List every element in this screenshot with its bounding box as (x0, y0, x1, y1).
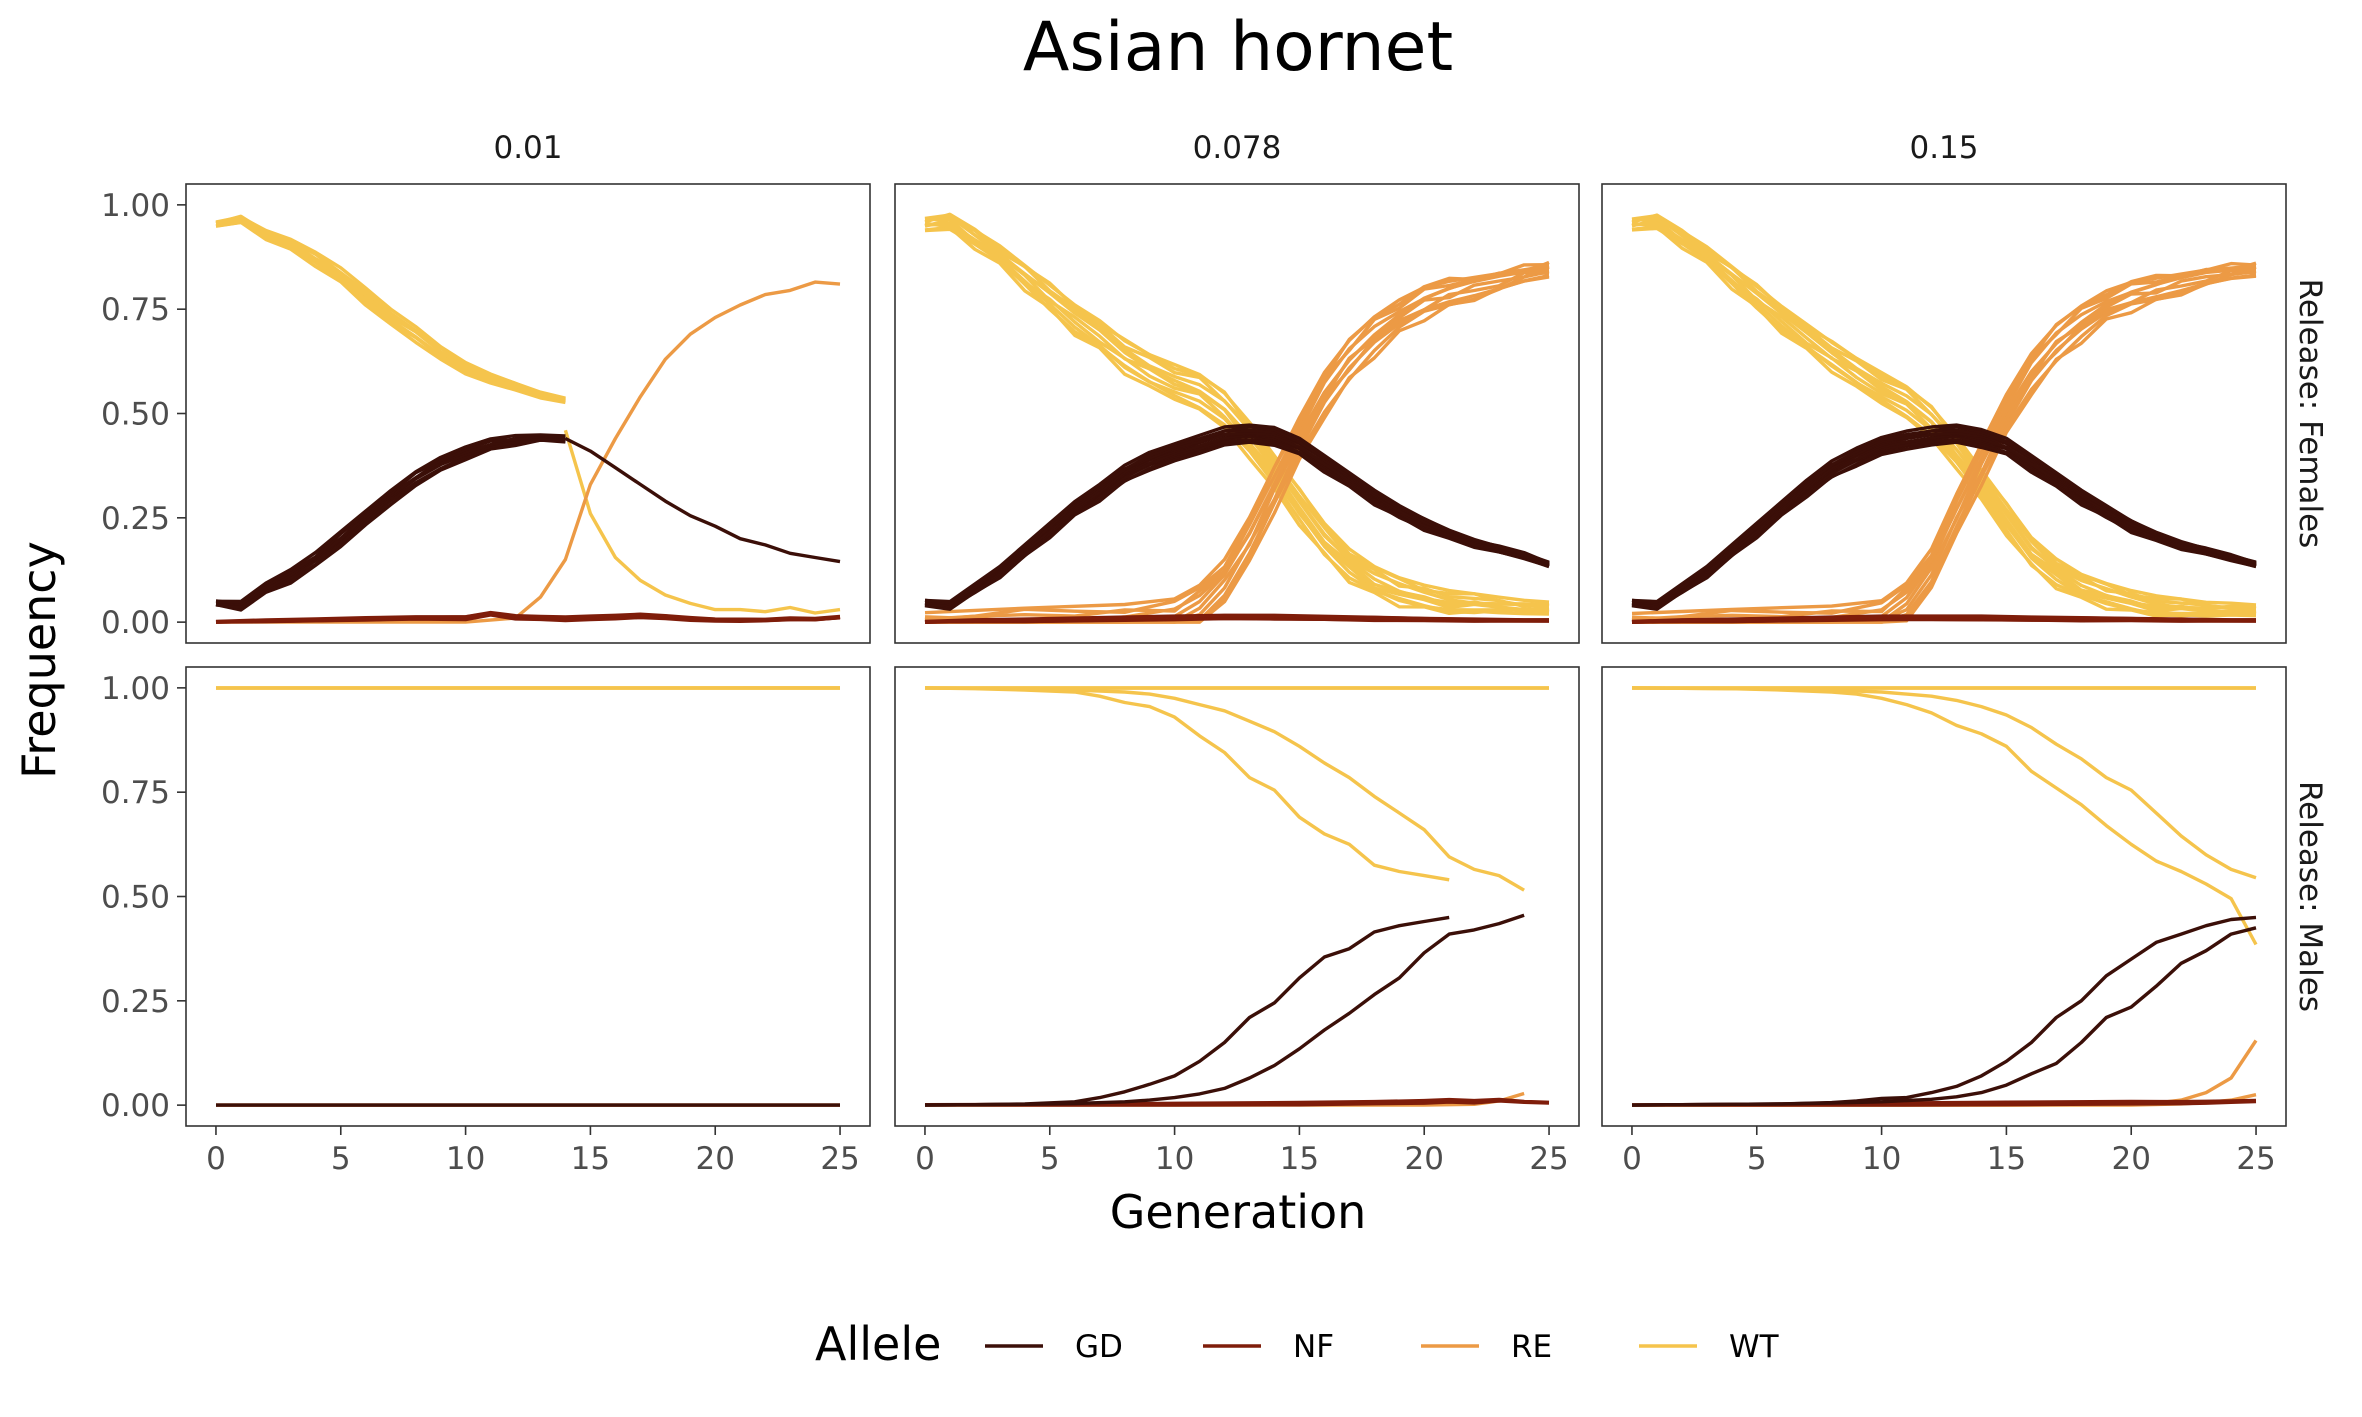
x-tick-label: 15 (1987, 1141, 2026, 1177)
x-tick-label: 0 (915, 1141, 935, 1177)
series-line-gd (215, 433, 566, 604)
series-line-re (925, 271, 1550, 624)
y-tick-label: 0.75 (101, 292, 170, 328)
legend-item-wt: WT (1639, 1329, 1780, 1365)
x-tick-label: 0 (206, 1141, 226, 1177)
series-line-re (1631, 264, 2257, 616)
series-line-re (216, 280, 841, 624)
x-tick-label: 10 (446, 1141, 485, 1177)
panel-frame (1601, 183, 2287, 644)
facet-strip-label: 0.15 (1909, 130, 1978, 166)
facet-strip-label: 0.01 (493, 130, 562, 166)
y-tick-label: 1.00 (101, 188, 170, 224)
x-tick-label: 15 (571, 1141, 610, 1177)
legend: Allele GD NF RE WT (815, 1317, 1780, 1371)
facet-strip-label: 0.078 (1193, 130, 1282, 166)
series-line-wt (1631, 214, 2257, 607)
x-tick-label: 20 (695, 1141, 734, 1177)
series-line-wt (924, 686, 1525, 892)
y-tick-label: 0.25 (101, 984, 170, 1020)
series-line-wt (1631, 686, 2258, 946)
y-tick-label: 0.00 (101, 605, 170, 641)
x-tick-label: 10 (1862, 1141, 1901, 1177)
panels-layer: 0.01 0.078 0.15 Release: Females Release: Ma… (101, 130, 2328, 1177)
panel-frame (894, 183, 1580, 644)
series-line-re (924, 260, 1550, 622)
legend-item-re: RE (1421, 1329, 1552, 1365)
series-line-nf (924, 1097, 1550, 1107)
series-line-nf (1631, 614, 2257, 624)
series-line-gd (924, 915, 1450, 1107)
x-axis-title: Generation (1110, 1185, 1367, 1239)
series-line-re (924, 268, 1550, 624)
series-line-gd (1631, 423, 2257, 604)
legend-item-nf: NF (1203, 1329, 1334, 1365)
series-line-wt (563, 429, 841, 615)
series-line-nf (215, 610, 841, 624)
legend-label: WT (1729, 1329, 1780, 1365)
x-tick-label: 5 (1040, 1141, 1060, 1177)
series-line-re (925, 275, 1550, 624)
y-axis-title: Frequency (12, 541, 66, 779)
x-tick-label: 20 (2111, 1141, 2150, 1177)
facet-panel (894, 666, 1580, 1127)
facet-panel (1601, 183, 2287, 644)
y-tick-label: 0.00 (101, 1088, 170, 1124)
series-line-gd (1632, 428, 2257, 605)
series-line-re (924, 263, 1550, 615)
series-line-gd (1631, 926, 2257, 1107)
legend-item-gd: GD (985, 1329, 1123, 1365)
series-line-gd (924, 423, 1550, 604)
series-line-re (1631, 261, 2257, 623)
x-tick-label: 0 (1622, 1141, 1642, 1177)
series-line-re (925, 273, 1550, 624)
x-tick-label: 25 (820, 1141, 859, 1177)
x-tick-label: 25 (1529, 1141, 1568, 1177)
facet-panel (1601, 666, 2287, 1127)
facet-row-strip-label: Release: Males (2292, 781, 2328, 1012)
panel-frame (185, 666, 871, 1127)
series-line-wt (215, 215, 566, 400)
facet-panel (185, 183, 871, 644)
y-tick-label: 0.50 (101, 397, 170, 433)
series-line-gd (1631, 915, 2257, 1107)
x-tick-label: 20 (1404, 1141, 1443, 1177)
series-line-nf (924, 613, 1550, 624)
facet-panel (185, 666, 871, 1127)
x-tick-label: 5 (331, 1141, 351, 1177)
series-line-wt (924, 686, 1450, 882)
y-tick-label: 0.50 (101, 880, 170, 916)
panel-frame (1601, 666, 2287, 1127)
facet-panel (894, 183, 1580, 644)
x-tick-label: 10 (1155, 1141, 1194, 1177)
y-tick-label: 0.25 (101, 501, 170, 537)
legend-title: Allele (815, 1317, 941, 1371)
panel-frame (894, 666, 1580, 1127)
x-tick-label: 15 (1280, 1141, 1319, 1177)
series-line-re (1632, 1039, 2258, 1107)
series-line-gd (215, 436, 566, 606)
series-line-wt (1631, 686, 2257, 880)
series-line-wt (924, 213, 1550, 604)
series-line-re (925, 269, 1550, 624)
legend-label: NF (1293, 1329, 1334, 1365)
chart-title: Asian hornet (1023, 8, 1453, 87)
series-line-gd (564, 436, 841, 564)
facet-row-strip-label: Release: Females (2292, 279, 2328, 549)
x-tick-label: 25 (2236, 1141, 2275, 1177)
legend-entries: GD NF RE WT (985, 1329, 1780, 1365)
legend-label: RE (1511, 1329, 1552, 1365)
y-tick-label: 1.00 (101, 671, 170, 707)
x-tick-label: 5 (1747, 1141, 1767, 1177)
series-line-gd (215, 434, 566, 606)
legend-label: GD (1075, 1329, 1123, 1365)
series-line-gd (924, 913, 1525, 1107)
y-tick-label: 0.75 (101, 775, 170, 811)
